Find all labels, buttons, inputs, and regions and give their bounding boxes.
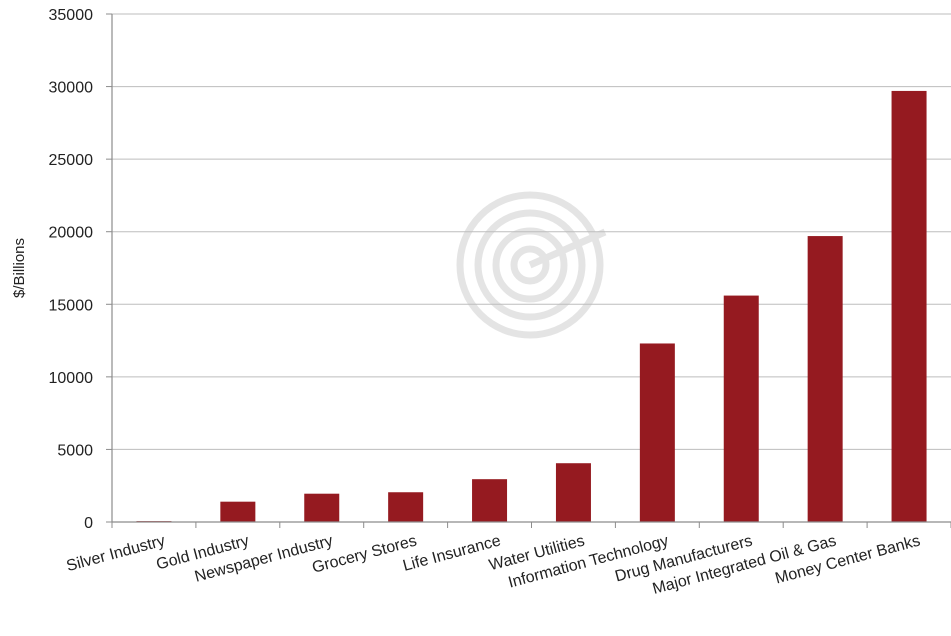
y-tick-label: 15000 — [49, 297, 94, 314]
watermark-logo — [456, 191, 607, 339]
y-tick-labels: 0 5000 10000 15000 20000 25000 30000 35000 — [49, 7, 94, 532]
bar — [555, 463, 591, 522]
bar — [220, 501, 256, 522]
y-tick-label: 0 — [84, 515, 93, 532]
bar — [472, 479, 508, 522]
bar — [807, 236, 843, 522]
y-tick-label: 35000 — [49, 7, 94, 24]
bar — [723, 295, 759, 522]
bars — [136, 90, 927, 523]
y-axis-title: $/Billions — [11, 238, 28, 298]
bar — [304, 493, 340, 522]
x-category-label: Life Insurance — [401, 532, 503, 574]
bar — [891, 90, 927, 522]
y-tick-label: 5000 — [57, 442, 93, 459]
bar — [639, 343, 675, 522]
axes — [106, 13, 951, 528]
bar — [388, 492, 424, 522]
x-category-label: Silver Industry — [65, 532, 167, 575]
y-tick-label: 30000 — [49, 80, 94, 97]
y-tick-label: 25000 — [49, 152, 94, 169]
y-tick-label: 10000 — [49, 370, 94, 387]
y-tick-label: 20000 — [49, 225, 94, 242]
